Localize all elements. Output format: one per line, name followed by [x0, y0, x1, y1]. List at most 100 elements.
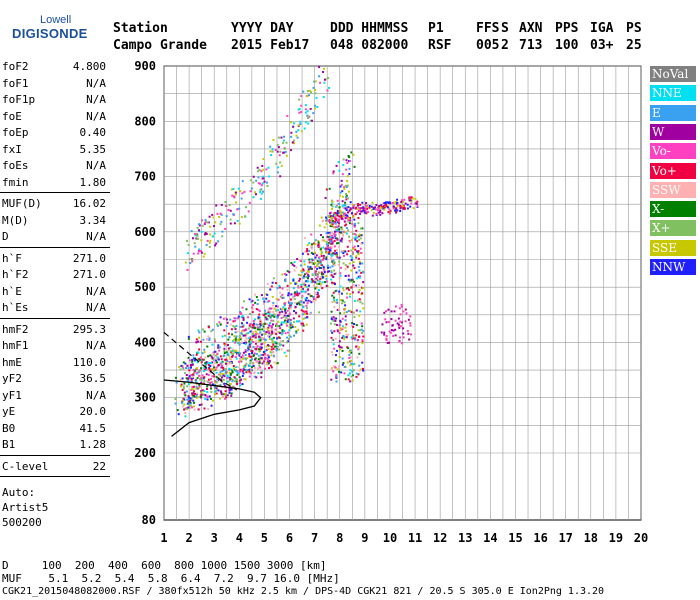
echo-point — [223, 352, 226, 355]
echo-point — [356, 240, 359, 243]
echo-point — [235, 378, 238, 381]
echo-point — [324, 219, 327, 222]
echo-point — [261, 358, 264, 361]
echo-point — [236, 219, 239, 222]
echo-point — [357, 329, 360, 332]
echo-point — [248, 364, 251, 367]
param-name: foF1 — [2, 76, 29, 90]
echo-point — [314, 299, 317, 302]
echo-point — [244, 350, 247, 353]
echo-point — [352, 215, 355, 218]
echo-point — [231, 348, 234, 351]
echo-point — [261, 182, 264, 185]
echo-point — [202, 255, 205, 258]
echo-point — [262, 177, 265, 180]
echo-point — [293, 142, 296, 145]
echo-point — [332, 240, 335, 243]
echo-point — [207, 380, 210, 383]
echo-point — [330, 221, 333, 224]
echo-point — [198, 224, 201, 227]
echo-point — [278, 311, 281, 314]
echo-point — [345, 311, 348, 314]
echo-point — [315, 277, 318, 280]
legend-item: X+ — [650, 220, 696, 237]
echo-point — [272, 301, 275, 304]
echo-point — [335, 375, 338, 378]
echo-point — [271, 339, 274, 342]
echo-point — [332, 291, 335, 294]
echo-point — [300, 130, 303, 133]
echo-point — [214, 244, 217, 247]
echo-point — [260, 321, 263, 324]
echo-point — [331, 205, 334, 208]
param-name: yF1 — [2, 388, 22, 402]
header-label: Station — [113, 21, 168, 36]
echo-point — [339, 211, 342, 214]
echo-point — [335, 323, 338, 326]
echo-point — [328, 238, 331, 241]
echo-point — [200, 381, 203, 384]
echo-point — [235, 383, 238, 386]
echo-point — [225, 396, 228, 399]
echo-point — [263, 341, 266, 344]
echo-point — [217, 364, 220, 367]
echo-point — [181, 400, 184, 403]
echo-point — [370, 205, 373, 208]
echo-point — [249, 336, 252, 339]
echo-point — [262, 353, 265, 356]
echo-point — [213, 386, 216, 389]
echo-point — [252, 319, 255, 322]
echo-point — [207, 373, 210, 376]
echo-point — [361, 361, 364, 364]
echo-point — [327, 77, 330, 80]
echo-point — [330, 242, 333, 245]
echo-point — [348, 239, 351, 242]
echo-point — [187, 400, 190, 403]
echo-point — [284, 150, 287, 153]
echo-point — [358, 314, 361, 317]
echo-point — [191, 385, 194, 388]
echo-point — [382, 207, 385, 210]
echo-point — [207, 355, 210, 358]
echo-point — [262, 325, 265, 328]
echo-point — [197, 340, 200, 343]
param-value: 1.28 — [79, 438, 107, 451]
echo-point — [208, 337, 211, 340]
echo-point — [211, 328, 214, 331]
echo-point — [238, 351, 241, 354]
echo-point — [192, 385, 195, 388]
echo-point — [312, 300, 315, 303]
echo-point — [305, 296, 308, 299]
echo-point — [195, 338, 198, 341]
echo-point — [213, 338, 216, 341]
echo-point — [292, 296, 295, 299]
echo-point — [195, 237, 198, 240]
echo-point — [402, 336, 405, 339]
echo-point — [274, 345, 277, 348]
echo-point — [347, 347, 350, 350]
echo-point — [225, 318, 228, 321]
echo-point — [318, 66, 321, 69]
separator — [0, 476, 110, 477]
echo-point — [357, 216, 360, 219]
echo-point — [220, 378, 223, 381]
echo-point — [299, 120, 302, 123]
echo-point — [338, 370, 341, 373]
echo-point — [236, 373, 239, 376]
echo-point — [336, 242, 339, 245]
x-tick-label: 7 — [311, 531, 318, 545]
echo-point — [258, 339, 261, 342]
echo-point — [383, 202, 386, 205]
echo-point — [186, 380, 189, 383]
param-row: hmF1 N/A — [2, 339, 106, 354]
echo-point — [365, 205, 368, 208]
echo-point — [276, 345, 279, 348]
echo-point — [334, 290, 337, 293]
echo-point — [244, 364, 247, 367]
echo-point — [257, 333, 260, 336]
echo-point — [342, 289, 345, 292]
echo-point — [339, 329, 342, 332]
echo-point — [201, 374, 204, 377]
echo-point — [344, 330, 347, 333]
echo-point — [339, 239, 342, 242]
